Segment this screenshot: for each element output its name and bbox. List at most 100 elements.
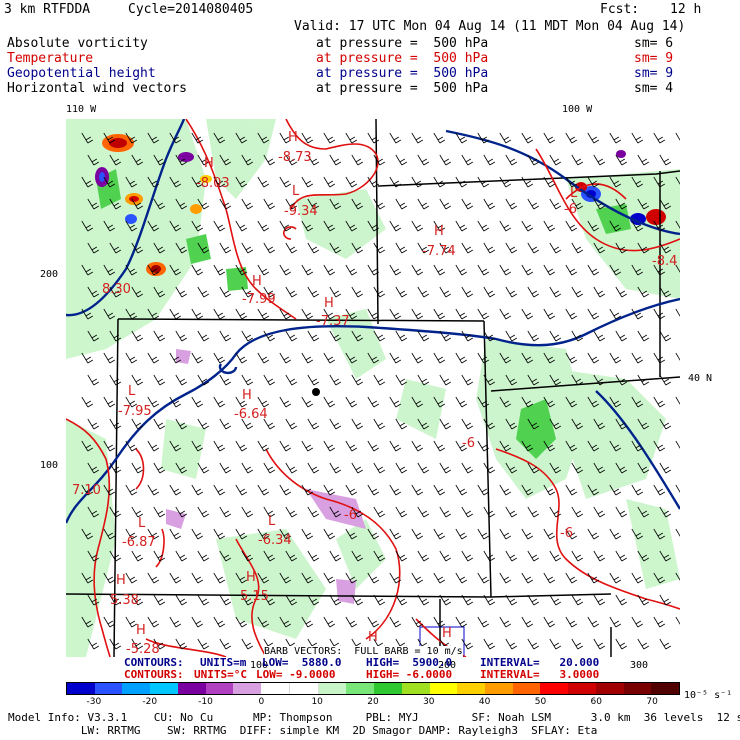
- field-name-temperature: Temperature: [7, 51, 94, 66]
- label-v20: -6: [564, 202, 577, 217]
- wind-barb: [219, 506, 232, 518]
- wind-barb: [653, 352, 666, 364]
- wind-barb: [213, 352, 226, 364]
- wind-barb: [675, 264, 680, 273]
- wind-barb: [351, 374, 364, 386]
- wind-barb: [571, 506, 584, 518]
- wind-barb: [323, 308, 336, 320]
- wind-barb: [241, 330, 254, 342]
- wind-barb: [109, 638, 122, 650]
- wind-barb: [483, 418, 496, 430]
- wind-barb: [191, 440, 204, 452]
- wind-barb: [191, 220, 204, 232]
- wind-barb: [263, 550, 276, 562]
- wind-barb: [329, 594, 342, 606]
- label-v17: 5.15: [240, 589, 269, 604]
- label-v9: -6.64: [234, 407, 268, 422]
- wind-barb: [367, 264, 380, 276]
- wind-barb: [81, 352, 94, 364]
- wind-barb: [417, 550, 430, 562]
- wind-barb: [285, 374, 298, 386]
- wind-barb: [631, 396, 644, 408]
- wind-barb: [461, 594, 474, 606]
- wind-barb: [219, 242, 232, 254]
- wind-barb: [103, 440, 116, 452]
- wind-barb: [593, 506, 606, 518]
- wind-barb: [81, 176, 94, 188]
- label-h6: H: [242, 388, 252, 403]
- colorbar-cell: [94, 683, 123, 694]
- wind-barb: [373, 550, 386, 562]
- colorbar-cell: [289, 683, 319, 694]
- wind-barb: [659, 286, 672, 298]
- wind-barb: [549, 198, 562, 210]
- wind-barb: [615, 198, 628, 210]
- wind-barb: [455, 176, 468, 188]
- wind-barb: [169, 440, 182, 452]
- wind-barb: [411, 528, 424, 540]
- wind-barb: [285, 594, 298, 606]
- wind-barb: [521, 528, 534, 540]
- contour-temp-high: HIGH= -6.0000: [366, 668, 453, 681]
- wind-barb: [461, 198, 474, 210]
- wind-barb: [147, 616, 160, 628]
- wind-barb: [483, 506, 496, 518]
- wind-barb: [263, 198, 276, 210]
- wind-barb: [439, 154, 452, 166]
- wind-barb: [505, 286, 518, 298]
- wind-barb: [461, 462, 474, 474]
- wind-barb: [477, 220, 490, 232]
- wind-barb: [521, 440, 534, 452]
- wind-barb: [81, 484, 94, 496]
- wind-barb: [279, 352, 292, 364]
- colorbar-tick-label: -20: [142, 697, 158, 707]
- wind-barb: [345, 528, 358, 540]
- wind-barb: [125, 132, 138, 144]
- colorbar-tick-label: 0: [258, 697, 265, 707]
- barb-note: BARB VECTORS: FULL BARB = 10 m/s: [264, 646, 463, 657]
- wind-barb: [461, 330, 474, 342]
- wind-barb: [285, 550, 298, 562]
- wind-barb: [675, 176, 680, 185]
- wind-barb: [125, 220, 138, 232]
- wind-barb: [213, 440, 226, 452]
- wind-barb: [395, 550, 408, 562]
- wind-barb: [301, 308, 314, 320]
- wind-barb: [565, 440, 578, 452]
- wind-barb: [659, 198, 672, 210]
- wind-barb: [461, 242, 474, 254]
- wind-barb: [191, 484, 204, 496]
- wind-barb: [505, 154, 518, 166]
- wind-barb: [395, 594, 408, 606]
- wind-barb: [109, 374, 122, 386]
- colorbar-unit: 10⁻⁵ s⁻¹: [684, 690, 733, 701]
- wind-barb: [257, 616, 270, 628]
- wind-barb: [461, 638, 474, 650]
- wind-barb: [505, 374, 518, 386]
- wind-barb: [653, 308, 666, 320]
- wind-barb: [395, 286, 408, 298]
- wind-barb: [87, 418, 100, 430]
- wind-barb: [543, 308, 556, 320]
- wind-barb: [373, 594, 386, 606]
- wind-barb: [197, 242, 210, 254]
- wind-barb: [637, 594, 650, 606]
- wind-barb: [279, 308, 292, 320]
- wind-barb: [351, 550, 364, 562]
- wind-barb: [565, 396, 578, 408]
- wind-barb: [81, 528, 94, 540]
- wind-barb: [153, 506, 166, 518]
- wind-barb: [175, 242, 188, 254]
- wind-barb: [153, 330, 166, 342]
- wind-barb: [103, 264, 116, 276]
- wind-barb: [301, 176, 314, 188]
- wind-barb: [499, 528, 512, 540]
- colorbar-cell: [568, 683, 596, 694]
- wind-barb: [285, 242, 298, 254]
- wind-barb: [81, 132, 94, 144]
- wind-barb: [521, 484, 534, 496]
- wind-barb: [257, 176, 270, 188]
- fcst-value: 12 h: [670, 2, 702, 17]
- wind-barb: [609, 352, 622, 364]
- wind-barb: [279, 396, 292, 408]
